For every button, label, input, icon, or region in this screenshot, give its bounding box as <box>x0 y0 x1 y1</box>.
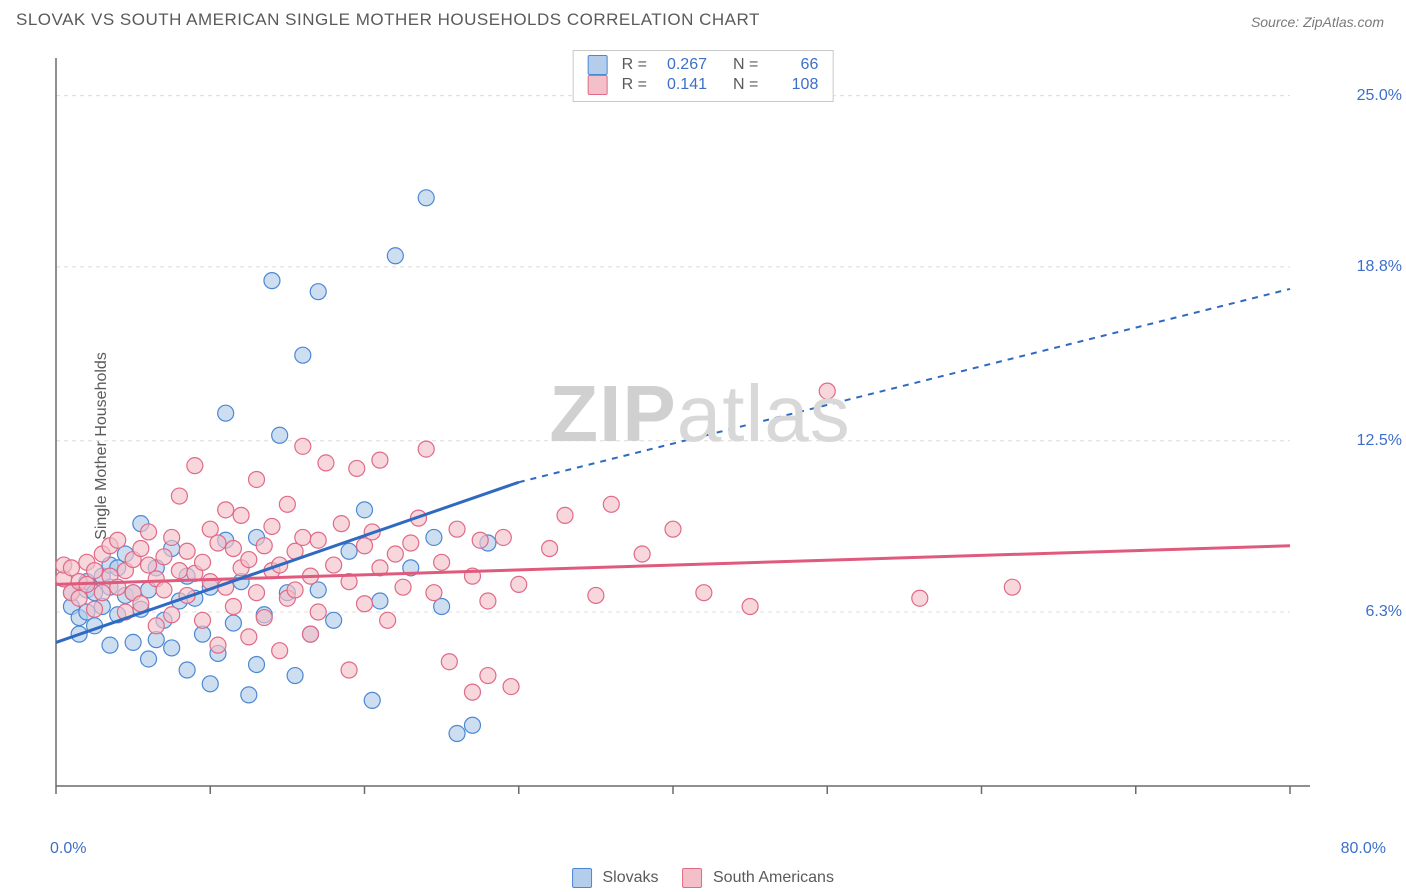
x-axis-end: 80.0% <box>1341 840 1386 858</box>
chart-title: SLOVAK VS SOUTH AMERICAN SINGLE MOTHER H… <box>16 10 760 30</box>
swatch-pink <box>588 75 608 95</box>
chart-svg <box>50 48 1350 826</box>
r-value: 0.267 <box>655 56 707 74</box>
legend-row-pink: R = 0.141 N = 108 <box>588 75 819 95</box>
y-tick-label: 25.0% <box>1357 87 1402 105</box>
swatch-pink <box>683 868 703 888</box>
r-value: 0.141 <box>655 76 707 94</box>
y-tick-label: 12.5% <box>1357 432 1402 450</box>
swatch-blue <box>588 55 608 75</box>
r-label: R = <box>622 56 647 74</box>
n-value: 66 <box>766 56 818 74</box>
y-tick-label: 18.8% <box>1357 258 1402 276</box>
legend-label: South Americans <box>713 869 834 886</box>
source-credit: Source: ZipAtlas.com <box>1251 14 1384 30</box>
n-label: N = <box>733 76 758 94</box>
n-value: 108 <box>766 76 818 94</box>
correlation-legend: R = 0.267 N = 66 R = 0.141 N = 108 <box>573 50 834 102</box>
y-tick-label: 6.3% <box>1366 603 1402 621</box>
series-legend: Slovaks South Americans <box>572 868 834 888</box>
legend-row-blue: R = 0.267 N = 66 <box>588 55 819 75</box>
plot-area: ZIPatlas <box>50 48 1350 826</box>
r-label: R = <box>622 76 647 94</box>
legend-label: Slovaks <box>603 869 659 886</box>
x-axis-start: 0.0% <box>50 840 86 858</box>
legend-item-slovaks: Slovaks <box>572 868 658 888</box>
legend-item-south-americans: South Americans <box>683 868 834 888</box>
swatch-blue <box>572 868 592 888</box>
n-label: N = <box>733 56 758 74</box>
